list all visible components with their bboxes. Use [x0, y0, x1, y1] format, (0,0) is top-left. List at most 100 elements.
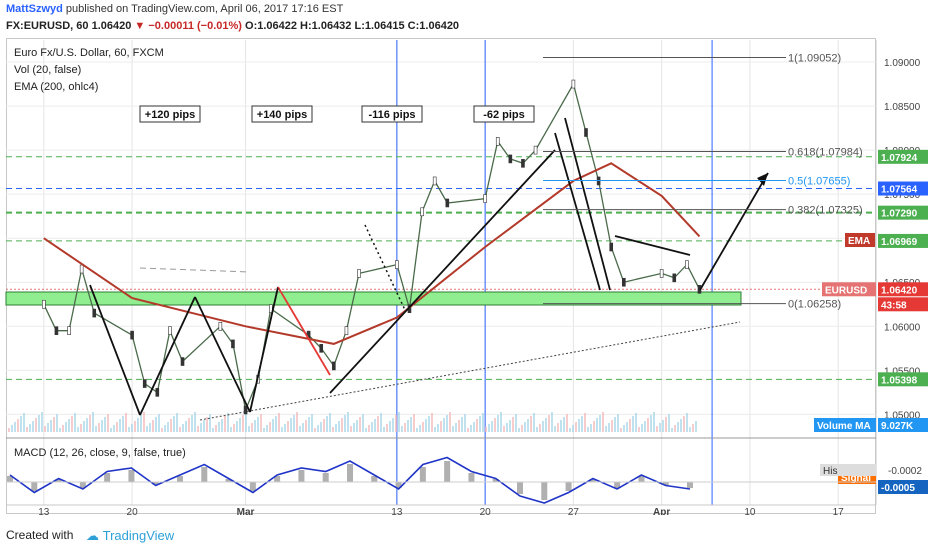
volume-bar-209 — [635, 413, 637, 432]
volume-bar-72 — [224, 416, 226, 432]
volume-bar-208 — [632, 416, 634, 432]
volume-bar-83 — [257, 417, 259, 432]
fib-label-2: 0.5(1.07655) — [788, 176, 850, 188]
volume-bar-48 — [152, 420, 154, 432]
macd-value: -0.0002 — [888, 466, 922, 477]
volume-bar-95 — [293, 415, 295, 432]
volume-bar-216 — [656, 426, 658, 432]
volume-bar-60 — [188, 418, 190, 432]
author-link[interactable]: MattSzwyd — [6, 3, 63, 15]
volume-bar-153 — [467, 428, 469, 432]
volume-bar-14 — [50, 420, 52, 432]
volume-bar-93 — [287, 421, 289, 432]
volume-bar-82 — [254, 420, 256, 432]
volume-bar-2 — [14, 422, 16, 432]
volume-bar-18 — [62, 425, 64, 432]
volume-bar-85 — [263, 428, 265, 432]
candle-33 — [609, 242, 614, 252]
volume-bar-171 — [521, 425, 523, 432]
pip-box-2 — [361, 105, 423, 123]
candle-31 — [584, 128, 588, 137]
price-badge-12 — [878, 480, 928, 494]
volume-bar-228 — [692, 424, 694, 432]
volume-bar-150 — [458, 420, 460, 432]
tradingview-logo[interactable]: ☁ TradingView — [86, 528, 175, 543]
volume-bar-161 — [491, 421, 493, 432]
price-badge-text-4: EMA — [848, 236, 870, 247]
volume-bar-207 — [629, 419, 631, 432]
macd-hist-10 — [249, 482, 256, 491]
volume-bar-174 — [530, 416, 532, 432]
volume-bar-29 — [95, 426, 97, 432]
volume-bar-45 — [143, 412, 145, 432]
support-zone[interactable] — [5, 291, 742, 306]
volume-bar-25 — [83, 421, 85, 432]
volume-bar-176 — [536, 427, 538, 432]
volume-bar-30 — [98, 423, 100, 432]
macd-title: MACD (12, 26, close, 9, false, true) — [14, 447, 186, 459]
macd-hist-14 — [347, 464, 353, 482]
price-chart[interactable]: 1(1.09052) 0.618(1.07984) 0.5(1.07655) 0.38… — [0, 0, 932, 515]
macd-hist-8 — [201, 467, 208, 482]
volume-bar-193 — [587, 427, 589, 432]
x-tick-1: 20 — [127, 507, 139, 515]
volume-bar-7 — [29, 424, 31, 432]
candle-8 — [168, 326, 172, 335]
header-bar: MattSzwyd published on TradingView.com, … — [0, 0, 932, 38]
x-tick-5: 27 — [568, 507, 580, 515]
long-support-line — [199, 321, 741, 421]
price-badge-4 — [845, 233, 875, 247]
volume-bar-110 — [338, 421, 340, 432]
volume-bar-197 — [599, 415, 601, 432]
candle-28 — [521, 159, 525, 168]
volume-bar-61 — [191, 415, 193, 432]
macd-hist-23 — [565, 482, 572, 491]
volume-bar-43 — [137, 418, 139, 432]
volume-bar-76 — [236, 421, 238, 432]
volume-bar-9 — [35, 418, 37, 432]
price-badge-text-12: -0.0005 — [881, 483, 915, 494]
legend-ema: EMA (200, ohlc4) — [14, 81, 98, 93]
volume-bar-36 — [116, 422, 118, 432]
volume-bar-135 — [413, 414, 415, 432]
volume-bar-184 — [560, 420, 562, 432]
candle-19 — [357, 269, 361, 278]
volume-bar-152 — [464, 414, 466, 432]
volume-bar-71 — [221, 419, 223, 432]
price-labels: 1.07924 1.07564 1.07290 1.06969 EMA EURUSD 1.0… — [814, 149, 928, 494]
volume-bar-198 — [602, 412, 604, 432]
volume-bar-67 — [209, 414, 211, 432]
volume-bar-127 — [389, 421, 391, 432]
volume-bar-147 — [449, 412, 451, 432]
volume-bar-96 — [296, 412, 298, 432]
macd-hist-18 — [444, 461, 451, 482]
volume-bar-132 — [404, 423, 406, 432]
pip-label-1: +140 pips — [257, 109, 307, 121]
volume-bar-50 — [158, 414, 160, 432]
fib-label-3: 0.382(1.07325) — [788, 205, 863, 217]
volume-bar-226 — [686, 413, 688, 432]
volume-bar-185 — [563, 417, 565, 432]
volume-bar-210 — [638, 427, 640, 432]
volume-bar-121 — [371, 422, 373, 432]
fib-label-1: 0.618(1.07984) — [788, 147, 863, 159]
candle-6 — [142, 379, 147, 388]
volume-bar-214 — [650, 415, 652, 432]
x-tick-3: 13 — [391, 507, 403, 515]
price-badge-text-1: 1.07564 — [881, 185, 918, 196]
volume-bar-206 — [626, 422, 628, 432]
volume-bar-94 — [290, 418, 292, 432]
volume-bar-73 — [227, 413, 229, 432]
volume-bar-38 — [122, 416, 124, 432]
volume-bar-6 — [26, 427, 28, 432]
macd-hist-12 — [298, 470, 305, 482]
volume-bar-34 — [110, 428, 112, 432]
volume-bar-42 — [134, 421, 136, 432]
volume-bar-205 — [623, 425, 625, 432]
trendline-6 — [564, 117, 611, 291]
macd-hist-16 — [395, 482, 402, 488]
price-badge-9 — [814, 418, 876, 432]
price-badge-8 — [878, 372, 928, 387]
volume-bar-191 — [581, 416, 583, 432]
legend-title: Euro Fx/U.S. Dollar, 60, FXCM — [14, 47, 164, 59]
